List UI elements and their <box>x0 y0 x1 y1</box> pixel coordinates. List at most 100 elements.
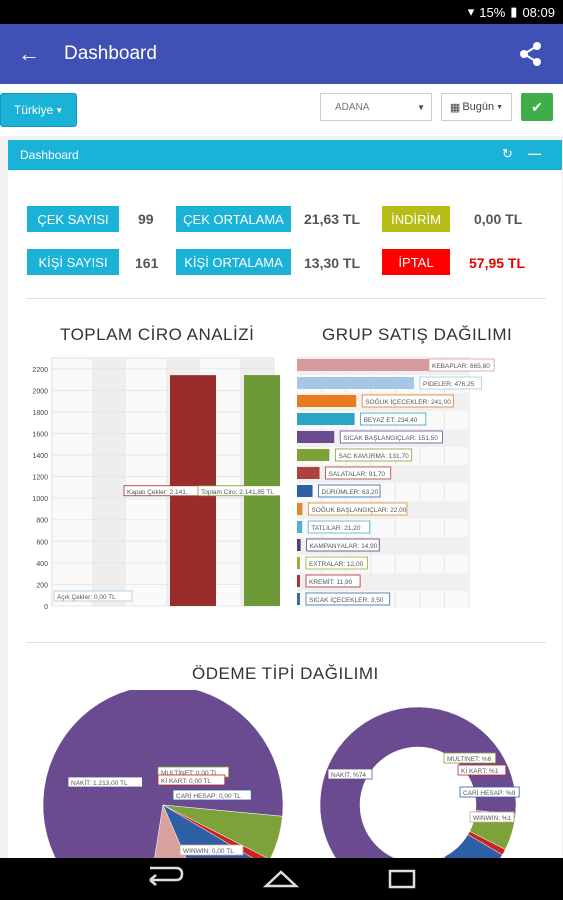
data-label: DÜRÜMLER: 63,20 <box>322 488 379 496</box>
pie-data-label-box <box>179 844 244 856</box>
check-icon: ✔ <box>531 98 543 115</box>
bar-extralar <box>297 557 300 569</box>
pie-data-label: MULTİNET: 0,00 TL <box>161 768 218 777</box>
ciro-chart-title: TOPLAM CİRO ANALİZİ <box>60 325 255 344</box>
grid-band <box>92 358 126 606</box>
donut-slice <box>443 834 503 860</box>
data-label: KREMİT: 11,90 <box>309 577 353 586</box>
donut-slice <box>319 706 517 860</box>
odeme-chart-title: ÖDEME TİPİ DAĞILIMI <box>192 664 379 683</box>
bar-sac-kavurma <box>297 449 330 461</box>
pie-data-label-box <box>157 774 226 786</box>
kisi-ortalama-label: KİŞİ ORTALAMA <box>176 249 291 275</box>
data-label-box <box>306 538 380 552</box>
recents-nav-icon[interactable] <box>388 869 416 889</box>
pie-slice <box>154 804 188 860</box>
y-tick-label: 200 <box>36 582 48 589</box>
pie-data-label: Kİ KART: 0,00 TL <box>161 776 211 785</box>
back-nav-icon[interactable] <box>149 866 184 886</box>
share-icon[interactable] <box>517 40 545 68</box>
bar-beyaz-et <box>297 413 355 425</box>
bar-so-uk-ba-langi-lar <box>297 503 303 515</box>
data-label: Toplam Ciro: 2.141,85 TL <box>201 489 274 496</box>
refresh-icon[interactable]: ↻ <box>502 146 513 161</box>
home-nav-icon[interactable] <box>262 870 300 888</box>
data-label-box <box>428 358 495 372</box>
divider <box>26 642 546 643</box>
data-label-box <box>197 485 280 497</box>
bar-kebaplar <box>297 359 461 371</box>
back-arrow-icon[interactable]: ← <box>18 41 40 66</box>
battery-icon: ▮ <box>510 4 518 19</box>
y-tick-label: 400 <box>36 561 48 568</box>
indirim-value: 0,00 TL <box>474 211 523 227</box>
ciro-bar-chart: 0 200 400 600 800 1000 1200 1400 1600 1800 2000 220… <box>32 357 280 611</box>
city-select[interactable]: ADANA ▼ <box>320 93 432 121</box>
bar-tatlilar <box>297 521 303 533</box>
data-label: TATLILAR: 21,20 <box>311 525 361 532</box>
donut-data-label: CARİ HESAP: %9 <box>463 788 516 797</box>
bar-so-uk-i-ecekler <box>297 395 357 407</box>
data-label-box <box>307 520 371 534</box>
page-title: Dashboard <box>64 43 157 64</box>
y-tick-label: 1400 <box>32 453 48 460</box>
y-tick-label: 1800 <box>32 410 48 417</box>
data-label: KEBAPLAR: 665,80 <box>432 363 490 370</box>
date-dropdown-button[interactable]: ▦ Bugün ▼ <box>441 93 512 121</box>
dashboard-panel: ÇEK SAYISI 99 ÇEK ORTALAMA 21,63 TL İNDİ… <box>8 170 562 860</box>
cek-sayisi-label: ÇEK SAYISI <box>27 206 119 232</box>
kisi-ortalama-value: 13,30 TL <box>304 255 361 271</box>
data-label-box <box>305 592 391 606</box>
data-label: SAC KAVURMA: 131,70 <box>338 453 409 460</box>
data-label: BEYAZ ET: 234,40 <box>364 417 418 424</box>
donut-data-label: NAKİT: %74 <box>331 770 366 779</box>
pie-data-label-box <box>67 776 143 788</box>
y-tick-label: 0 <box>44 604 48 611</box>
donut-data-label: Kİ KART: %1 <box>461 766 499 775</box>
bar-sicak-i-ecekler <box>297 593 300 605</box>
iptal-label: İPTAL <box>382 249 450 275</box>
battery-percent: 15% <box>479 4 506 20</box>
y-tick-label: 600 <box>36 539 48 546</box>
donut-data-label-box <box>469 811 515 823</box>
collapse-icon[interactable]: — <box>528 146 541 161</box>
donut-data-label-box <box>457 764 507 776</box>
kisi-sayisi-label: KİŞİ SAYISI <box>27 249 119 275</box>
data-label: SICAK İÇECEKLER: 3,50 <box>309 595 384 604</box>
data-label-box <box>334 448 413 462</box>
data-label: EXTRALAR: 12,00 <box>309 561 364 568</box>
bar-salatalar <box>297 467 320 479</box>
cek-ortalama-label: ÇEK ORTALAMA <box>176 206 291 232</box>
cek-ortalama-value: 21,63 TL <box>304 211 361 227</box>
caret-down-icon: ▼ <box>496 103 504 111</box>
city-select-value: ADANA <box>335 101 370 113</box>
data-label-box <box>305 574 361 588</box>
data-label: SOĞUK BAŞLANGIÇLAR: 22,00 <box>311 505 406 514</box>
system-nav-bar <box>0 858 563 900</box>
donut-data-label: MULTİNET: %6 <box>447 754 492 763</box>
y-tick-label: 1200 <box>32 475 48 482</box>
filter-toolbar: Türkiye ▼ ADANA ▼ ▦ Bugün ▼ ✔ <box>0 84 563 136</box>
data-label: SOĞUK İÇECEKLER: 241,00 <box>365 397 451 406</box>
bar-d-r-mler <box>297 485 313 497</box>
data-label: SICAK BAŞLANGIÇLAR: 151,50 <box>343 435 438 442</box>
status-bar: ▾ 15% ▮ 08:09 <box>0 0 563 24</box>
indirim-label: İNDİRİM <box>382 206 450 232</box>
y-tick-label: 1000 <box>32 496 48 503</box>
wifi-icon: ▾ <box>467 4 475 19</box>
bar-kampanyalar <box>297 539 301 551</box>
y-tick-label: 1600 <box>32 431 48 438</box>
bar-pi-deler <box>297 377 415 389</box>
panel-header: Dashboard ↻ — <box>8 140 562 170</box>
data-label-box <box>325 466 392 480</box>
bar-sicak-ba-langi-lar <box>297 431 335 443</box>
cek-sayisi-value: 99 <box>138 211 154 227</box>
data-label-box <box>419 376 482 390</box>
apply-button[interactable]: ✔ <box>521 93 553 121</box>
data-label-box <box>53 590 133 602</box>
pie-data-label: CARİ HESAP: 0,00 TL <box>176 791 241 800</box>
data-label: Açık Çekler: 0,00 TL <box>57 594 116 601</box>
country-dropdown-button[interactable]: Türkiye ▼ <box>0 93 77 127</box>
panel-title: Dashboard <box>20 148 79 162</box>
